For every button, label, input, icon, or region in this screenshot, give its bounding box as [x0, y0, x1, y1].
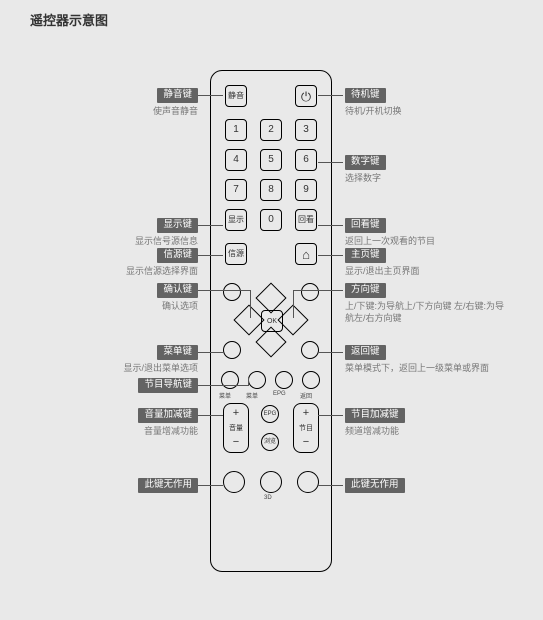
num-6[interactable]: 6 [295, 149, 317, 171]
ch-label: 节目 [299, 425, 313, 432]
num-8[interactable]: 8 [260, 179, 282, 201]
co-dpad: 方向键上/下键:为导航上/下方向键 左/右键:为导航左/右方向键 [345, 283, 505, 324]
co-menu: 菜单键显示/退出菜单选项 [123, 345, 198, 374]
num-5[interactable]: 5 [260, 149, 282, 171]
page-title: 遥控器示意图 [30, 10, 108, 29]
dpad-up[interactable] [255, 282, 286, 313]
dpad-left[interactable] [233, 304, 264, 335]
mute-button[interactable]: 静音 [225, 85, 247, 107]
co-source: 信源键显示信源选择界面 [126, 248, 198, 277]
ok-button[interactable]: OK [261, 310, 283, 332]
browse-button[interactable]: 浏览 [261, 433, 279, 451]
action-sub-b: 菜单 [246, 391, 258, 400]
source-button[interactable]: 信源 [225, 243, 247, 265]
dpad-corner-bl[interactable] [223, 341, 241, 359]
channel-rocker[interactable]: + 节目 − [293, 403, 319, 453]
co-channel: 节目加减键频道增减功能 [345, 408, 405, 437]
home-button[interactable]: ⌂ [295, 243, 317, 265]
co-recall: 回看键返回上一次观看的节目 [345, 218, 435, 247]
num-0[interactable]: 0 [260, 209, 282, 231]
bottom-btn-1[interactable] [223, 471, 245, 493]
recall-button[interactable]: 回看 [295, 209, 317, 231]
num-9[interactable]: 9 [295, 179, 317, 201]
epg-button[interactable]: EPG [261, 405, 279, 423]
vol-label: 音量 [229, 425, 243, 432]
dpad-corner-tl[interactable] [223, 283, 241, 301]
display-button[interactable]: 显示 [225, 209, 247, 231]
num-1[interactable]: 1 [225, 119, 247, 141]
action-sub-c: EPG [273, 391, 286, 397]
action-sub-a: 菜单 [219, 391, 231, 400]
dpad-corner-tr[interactable] [301, 283, 319, 301]
num-4[interactable]: 4 [225, 149, 247, 171]
ch-plus-icon: + [303, 408, 309, 419]
action-a[interactable] [221, 371, 239, 389]
bottom-label-3d: 3D [264, 495, 272, 501]
co-ok: 确认键确认选项 [157, 283, 198, 312]
co-power: 待机键待机/开机切换 [345, 88, 402, 117]
action-sub-d: 返回 [300, 391, 312, 400]
co-mute: 静音键使声音静音 [153, 88, 198, 117]
co-display: 显示键显示信号源信息 [135, 218, 198, 247]
num-7[interactable]: 7 [225, 179, 247, 201]
action-d[interactable] [302, 371, 320, 389]
remote-body: 静音 ⏻ 1 2 3 4 5 6 7 8 9 显示 0 回看 信源 ⌂ OK 菜… [210, 70, 332, 572]
co-null-l: 此键无作用 [138, 478, 198, 493]
co-numbers: 数字键选择数字 [345, 155, 386, 184]
ch-minus-icon: − [303, 437, 309, 448]
vol-plus-icon: + [233, 408, 239, 419]
action-b[interactable] [248, 371, 266, 389]
num-2[interactable]: 2 [260, 119, 282, 141]
co-null-r: 此键无作用 [345, 478, 405, 493]
num-3[interactable]: 3 [295, 119, 317, 141]
bottom-btn-3[interactable] [297, 471, 319, 493]
bottom-btn-2[interactable] [260, 471, 282, 493]
power-button[interactable]: ⏻ [295, 85, 317, 107]
co-home: 主页键显示/退出主页界面 [345, 248, 420, 277]
co-epg-nav: 节目导航键 [138, 378, 198, 393]
action-c[interactable] [275, 371, 293, 389]
co-back: 返回键菜单模式下，返回上一级菜单或界面 [345, 345, 489, 374]
co-volume: 音量加减键音量增减功能 [138, 408, 198, 437]
dpad-corner-br[interactable] [301, 341, 319, 359]
dpad: OK [242, 291, 300, 349]
vol-minus-icon: − [233, 437, 239, 448]
volume-rocker[interactable]: + 音量 − [223, 403, 249, 453]
